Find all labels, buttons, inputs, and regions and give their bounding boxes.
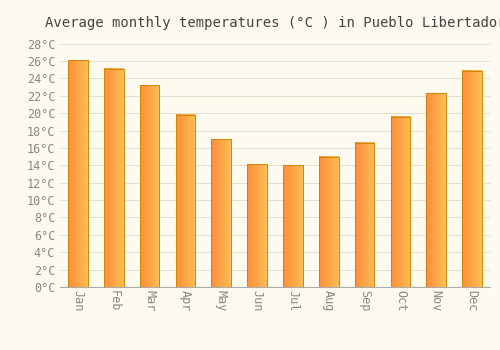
- Bar: [319, 157, 338, 287]
- Bar: [68, 60, 88, 287]
- Bar: [140, 85, 160, 287]
- Bar: [176, 115, 196, 287]
- Bar: [426, 93, 446, 287]
- Bar: [390, 117, 410, 287]
- Bar: [104, 69, 124, 287]
- Bar: [212, 139, 231, 287]
- Bar: [247, 164, 267, 287]
- Bar: [462, 71, 482, 287]
- Bar: [354, 143, 374, 287]
- Bar: [283, 165, 303, 287]
- Title: Average monthly temperatures (°C ) in Pueblo Libertador: Average monthly temperatures (°C ) in Pu…: [44, 16, 500, 30]
